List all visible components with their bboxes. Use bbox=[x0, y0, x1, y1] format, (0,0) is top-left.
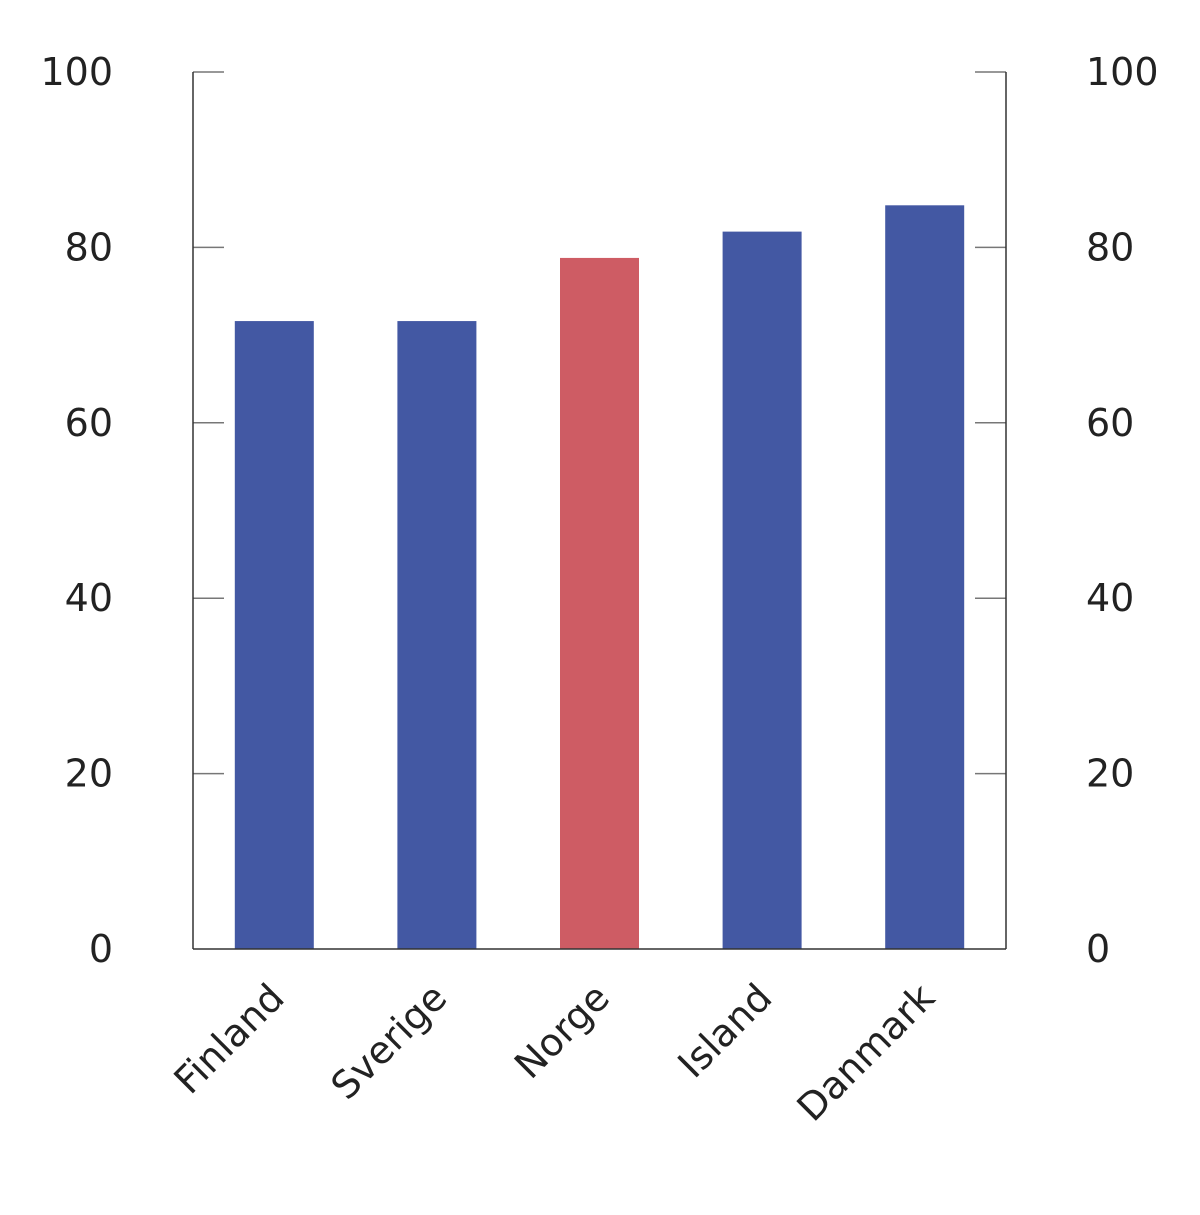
y-tick-label-right: 0 bbox=[1086, 927, 1110, 971]
bar-norge bbox=[560, 257, 639, 949]
x-tick-label: Finland bbox=[166, 975, 293, 1102]
y-tick-label-right: 20 bbox=[1086, 752, 1134, 796]
y-tick-label-right: 100 bbox=[1086, 50, 1159, 94]
y-tick-label-right: 80 bbox=[1086, 225, 1134, 269]
bar-sverige bbox=[397, 321, 477, 949]
x-tick-label: Sverige bbox=[323, 975, 456, 1108]
y-tick-label-right: 40 bbox=[1086, 576, 1134, 620]
y-tick-label-left: 0 bbox=[89, 927, 113, 971]
bar-danmark bbox=[885, 205, 965, 949]
x-tick-label: Island bbox=[669, 975, 780, 1086]
bar-finland bbox=[234, 321, 314, 949]
y-tick-label-left: 60 bbox=[65, 401, 113, 445]
y-tick-label-right: 60 bbox=[1086, 401, 1134, 445]
bar-island bbox=[722, 231, 802, 949]
y-tick-label-left: 40 bbox=[65, 576, 113, 620]
y-tick-label-left: 20 bbox=[65, 752, 113, 796]
x-tick-label: Danmark bbox=[789, 975, 944, 1130]
y-tick-label-left: 80 bbox=[65, 225, 113, 269]
y-tick-label-left: 100 bbox=[40, 50, 113, 94]
x-tick-label: Norge bbox=[506, 975, 618, 1087]
